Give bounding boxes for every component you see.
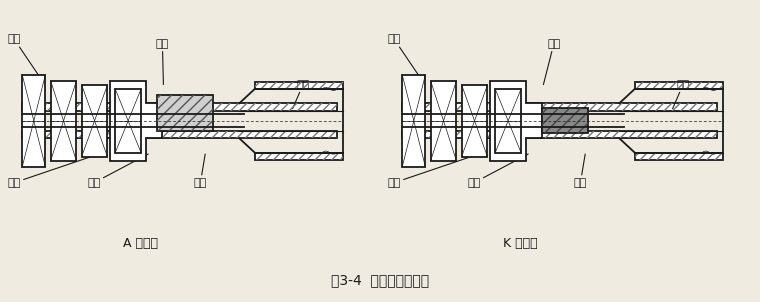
Polygon shape: [496, 89, 521, 153]
Text: 压兰: 压兰: [388, 154, 479, 188]
Polygon shape: [542, 108, 588, 133]
Text: 承口: 承口: [293, 79, 309, 109]
Text: 螺母: 螺母: [8, 34, 42, 80]
Polygon shape: [461, 85, 487, 157]
Text: 插口: 插口: [194, 154, 207, 188]
Polygon shape: [402, 103, 717, 111]
Polygon shape: [22, 131, 337, 138]
Polygon shape: [110, 81, 162, 161]
Text: K 型接口: K 型接口: [503, 236, 538, 250]
Polygon shape: [22, 103, 337, 111]
Polygon shape: [635, 82, 723, 89]
Text: 胶圈: 胶圈: [87, 154, 148, 188]
Text: 螺栓: 螺栓: [156, 39, 169, 85]
Polygon shape: [255, 82, 343, 89]
Text: 螺栓: 螺栓: [543, 39, 560, 85]
Text: 插口: 插口: [574, 154, 587, 188]
Text: 图3-4  机械式接口型式: 图3-4 机械式接口型式: [331, 273, 429, 287]
Polygon shape: [635, 153, 723, 160]
Polygon shape: [402, 75, 426, 167]
Polygon shape: [431, 81, 457, 161]
Text: 压兰: 压兰: [8, 154, 99, 188]
Polygon shape: [490, 81, 542, 161]
Polygon shape: [81, 85, 107, 157]
Text: A 型接口: A 型接口: [123, 236, 158, 250]
Text: 承口: 承口: [673, 79, 689, 109]
Text: 胶圈: 胶圈: [467, 154, 528, 188]
Text: 螺母: 螺母: [388, 34, 422, 80]
Polygon shape: [402, 131, 717, 138]
Polygon shape: [116, 89, 141, 153]
Polygon shape: [157, 95, 214, 131]
Polygon shape: [51, 81, 77, 161]
Polygon shape: [22, 75, 46, 167]
Polygon shape: [255, 153, 343, 160]
